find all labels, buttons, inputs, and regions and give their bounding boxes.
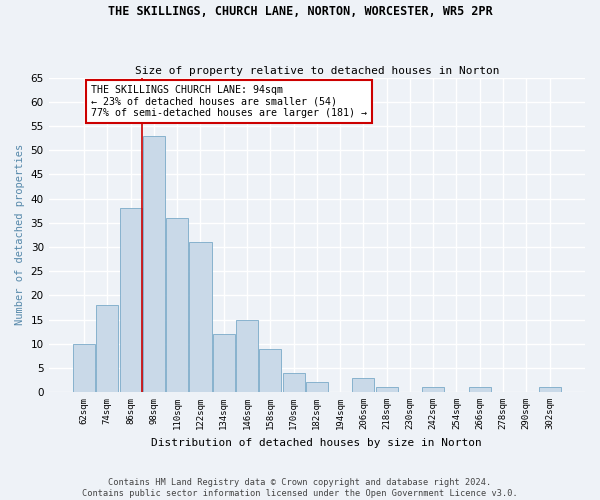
Bar — [73, 344, 95, 392]
Y-axis label: Number of detached properties: Number of detached properties — [15, 144, 25, 326]
Title: Size of property relative to detached houses in Norton: Size of property relative to detached ho… — [134, 66, 499, 76]
Text: THE SKILLINGS CHURCH LANE: 94sqm
← 23% of detached houses are smaller (54)
77% o: THE SKILLINGS CHURCH LANE: 94sqm ← 23% o… — [91, 85, 367, 118]
Bar — [143, 136, 165, 392]
Text: THE SKILLINGS, CHURCH LANE, NORTON, WORCESTER, WR5 2PR: THE SKILLINGS, CHURCH LANE, NORTON, WORC… — [107, 5, 493, 18]
Bar — [469, 387, 491, 392]
Bar — [190, 242, 212, 392]
Bar — [236, 320, 258, 392]
X-axis label: Distribution of detached houses by size in Norton: Distribution of detached houses by size … — [151, 438, 482, 448]
Bar — [259, 348, 281, 392]
Text: Contains HM Land Registry data © Crown copyright and database right 2024.
Contai: Contains HM Land Registry data © Crown c… — [82, 478, 518, 498]
Bar — [166, 218, 188, 392]
Bar — [539, 387, 560, 392]
Bar — [212, 334, 235, 392]
Bar — [306, 382, 328, 392]
Bar — [97, 305, 118, 392]
Bar — [352, 378, 374, 392]
Bar — [422, 387, 444, 392]
Bar — [119, 208, 142, 392]
Bar — [376, 387, 398, 392]
Bar — [283, 372, 305, 392]
